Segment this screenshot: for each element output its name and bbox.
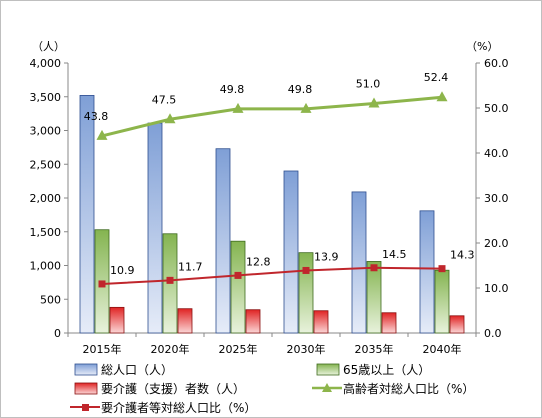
marker-care-ratio: [234, 271, 242, 279]
x-axis-ticks: 2015年 2020年 2025年 2030年 2035年 2040年: [67, 333, 477, 356]
bar-care-support-count: [109, 306, 125, 334]
bar-age-65-plus: [434, 269, 450, 334]
x-tick-label: 2020年: [151, 342, 190, 356]
bar-total-population: [351, 191, 367, 334]
right-tick-label: 50.0: [484, 102, 509, 115]
legend-item-elderly-ratio: 高齢者対総人口比（%）: [312, 381, 474, 396]
left-tick-label: 1,000: [30, 260, 62, 273]
x-tick-label: 2030年: [287, 342, 326, 356]
data-label-elderly-ratio: 47.5: [152, 93, 177, 106]
legend-marker-care-ratio: [82, 404, 89, 411]
data-label-care-ratio: 10.9: [110, 264, 135, 277]
marker-care-ratio: [98, 280, 106, 288]
legend-label-care-count: 要介護（支援）者数（人）: [101, 381, 245, 396]
left-axis-ticks: 0 500 1,000 1,500 2,000 2,500 3,000 3,500 4,000: [30, 57, 68, 340]
data-label-elderly-ratio: 43.8: [84, 110, 109, 123]
legend-item-care-count: 要介護（支援）者数（人）: [74, 381, 245, 396]
right-tick-label: 60.0: [484, 57, 509, 70]
bar-care-support-count: [313, 310, 329, 334]
legend-label-elderly-ratio: 高齢者対総人口比（%）: [343, 381, 474, 396]
bar-care-support-count: [177, 308, 193, 334]
right-axis-unit: （%）: [466, 40, 498, 53]
right-tick-label: 10.0: [484, 282, 509, 295]
bar-total-population: [147, 122, 163, 334]
data-label-care-ratio: 13.9: [314, 250, 339, 263]
right-tick-label: 20.0: [484, 237, 509, 250]
marker-elderly-ratio: [164, 113, 176, 124]
data-labels: 43.8 47.5 49.8 49.8 51.0 52.4 10.9 11.7 12.8 13.9…: [84, 71, 475, 277]
left-tick-label: 0: [54, 327, 61, 340]
data-label-elderly-ratio: 51.0: [356, 78, 381, 91]
bar-total-population: [215, 148, 231, 334]
legend-swatch-senior: [316, 363, 340, 376]
bar-age-65-plus: [298, 252, 314, 334]
bar-care-support-count: [245, 309, 261, 334]
data-label-elderly-ratio: 52.4: [424, 71, 449, 84]
marker-care-ratio: [166, 276, 174, 284]
x-tick-label: 2025年: [219, 342, 258, 356]
marker-care-ratio: [302, 266, 310, 274]
right-tick-label: 0.0: [484, 327, 502, 340]
bar-series: [79, 95, 465, 334]
legend-item-care-ratio: 要介護者等対総人口比（%）: [70, 400, 256, 415]
marker-elderly-ratio: [232, 102, 244, 113]
marker-elderly-ratio: [300, 102, 312, 113]
left-tick-label: 3,500: [30, 91, 62, 104]
data-label-elderly-ratio: 49.8: [220, 83, 245, 96]
left-axis-unit: （人）: [32, 40, 65, 53]
x-tick-label: 2035年: [355, 342, 394, 356]
legend-item-total: 総人口（人）: [74, 363, 173, 377]
legend: 総人口（人） 65歳以上（人） 要介護（支援）者数（人） 高齢者対総人口比（%）…: [70, 363, 474, 415]
right-axis-ticks: 0.0 10.0 20.0 30.0 40.0 50.0 60.0: [476, 57, 509, 340]
marker-elderly-ratio: [436, 91, 448, 102]
marker-elderly-ratio: [368, 97, 380, 108]
data-label-elderly-ratio: 49.8: [288, 83, 313, 96]
marker-care-ratio: [370, 264, 378, 272]
legend-label-care-ratio: 要介護者等対総人口比（%）: [101, 400, 256, 415]
bar-age-65-plus: [230, 240, 246, 334]
line-series: [96, 91, 448, 288]
bar-age-65-plus: [366, 261, 382, 334]
x-tick-label: 2040年: [423, 342, 462, 356]
left-tick-label: 2,000: [30, 192, 62, 205]
data-label-care-ratio: 14.3: [450, 249, 475, 262]
legend-label-senior: 65歳以上（人）: [343, 363, 430, 377]
marker-care-ratio: [438, 265, 446, 273]
bar-total-population: [283, 170, 299, 334]
bar-total-population: [419, 210, 435, 334]
line-elderly-ratio: [101, 95, 443, 138]
line-care-ratio: [101, 266, 443, 285]
marker-elderly-ratio: [96, 129, 108, 140]
left-tick-label: 500: [40, 293, 61, 306]
left-tick-label: 1,500: [30, 226, 62, 239]
left-tick-label: 2,500: [30, 158, 62, 171]
legend-marker-elderly-ratio: [322, 383, 332, 392]
right-tick-label: 30.0: [484, 192, 509, 205]
data-label-care-ratio: 14.5: [382, 248, 407, 261]
legend-label-total: 総人口（人）: [101, 363, 173, 377]
data-label-care-ratio: 11.7: [178, 260, 203, 273]
left-tick-label: 3,000: [30, 125, 62, 138]
bar-care-support-count: [381, 312, 397, 334]
left-tick-label: 4,000: [30, 57, 62, 70]
right-tick-label: 40.0: [484, 147, 509, 160]
bar-care-support-count: [449, 315, 465, 334]
data-label-care-ratio: 12.8: [246, 255, 271, 268]
legend-swatch-total: [74, 363, 98, 376]
bar-total-population: [79, 95, 95, 334]
x-tick-label: 2015年: [83, 342, 122, 356]
legend-item-senior: 65歳以上（人）: [316, 363, 430, 377]
legend-swatch-care-count: [74, 382, 98, 395]
